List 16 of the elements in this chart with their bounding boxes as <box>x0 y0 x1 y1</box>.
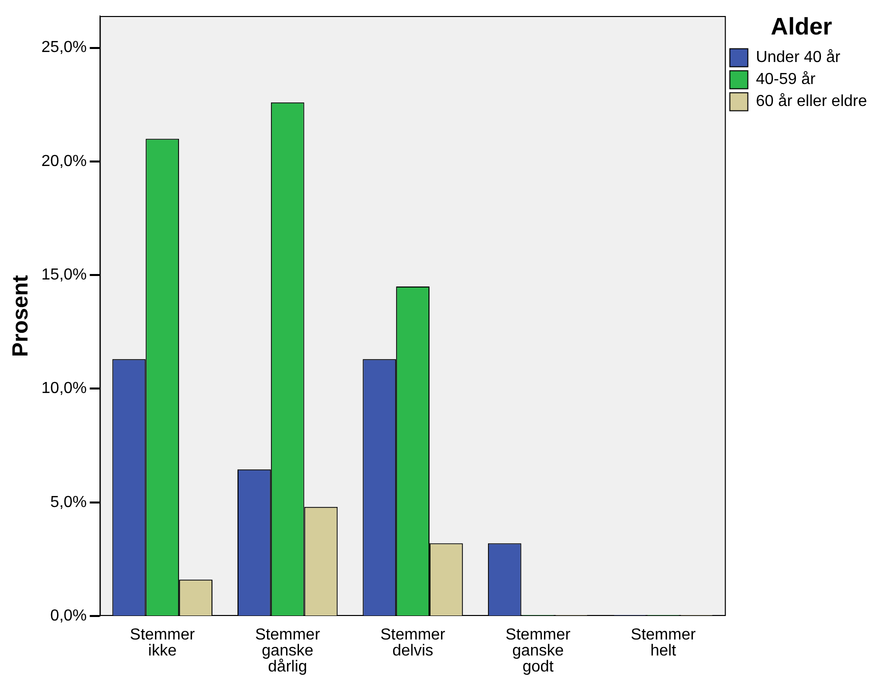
x-tick-label: Stemmer ikke <box>130 626 196 660</box>
y-tick-label: 5,0% <box>50 494 87 511</box>
legend-label: 40-59 år <box>756 71 816 88</box>
y-tick-label: 10,0% <box>41 380 87 398</box>
y-tick-label: 0,0% <box>50 607 87 624</box>
x-tick-label: Stemmer helt <box>630 626 696 660</box>
x-tick-label: Stemmer ganske dårlig <box>255 626 321 676</box>
legend-title: Alder <box>770 14 832 41</box>
x-tick-label: Stemmer ganske godt <box>506 626 572 676</box>
legend-label: 60 år eller eldre <box>756 93 868 110</box>
y-axis-title: Prosent <box>7 274 32 357</box>
legend-label: Under 40 år <box>756 49 841 66</box>
x-tick-label: Stemmer delvis <box>380 626 446 660</box>
y-tick-label: 20,0% <box>41 152 87 170</box>
y-tick-label: 25,0% <box>41 39 87 56</box>
y-tick-label: 15,0% <box>41 266 87 284</box>
